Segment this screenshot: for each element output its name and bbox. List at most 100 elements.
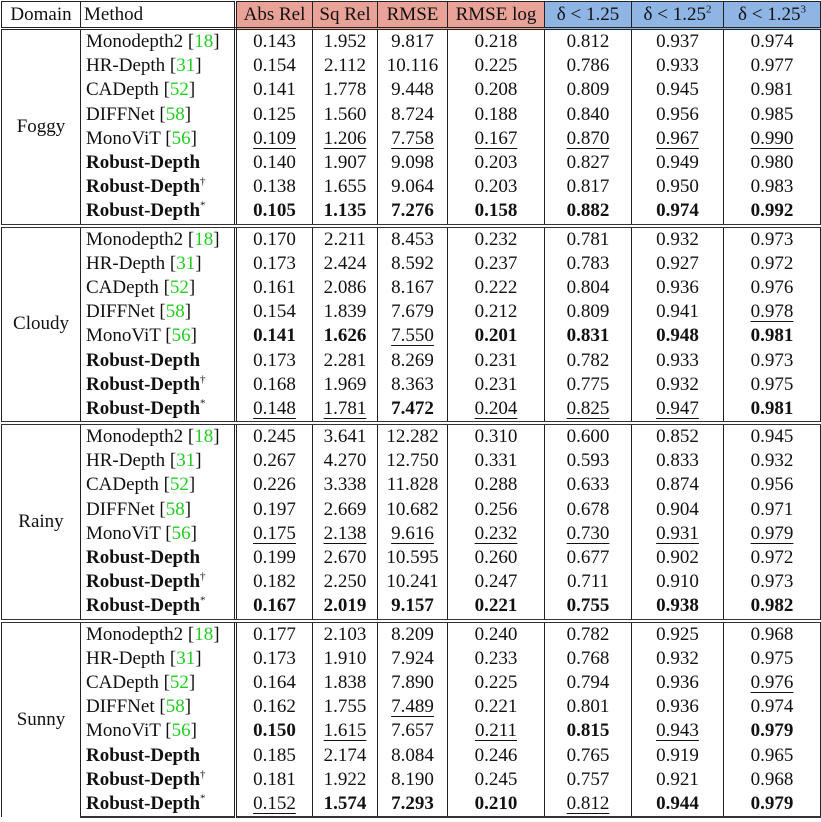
value-cell: 7.657 xyxy=(377,719,448,744)
value-cell: 0.170 xyxy=(235,223,313,252)
citation-link[interactable]: 56 xyxy=(171,127,191,149)
value-cell: 11.828 xyxy=(377,473,448,498)
citation-link[interactable]: 31 xyxy=(176,647,196,669)
method-variant-mark: * xyxy=(200,397,206,410)
method-name: HR-Depth xyxy=(86,450,166,472)
value-cell: 0.978 xyxy=(723,300,821,325)
value-cell: 0.981 xyxy=(723,78,821,103)
citation-link[interactable]: 58 xyxy=(165,301,185,323)
header-metric-label: Sq Rel xyxy=(319,3,371,25)
value-cell: 0.211 xyxy=(447,719,545,744)
citation-link[interactable]: 56 xyxy=(171,720,191,742)
citation-link[interactable]: 52 xyxy=(169,474,189,496)
value-cell: 7.472 xyxy=(377,396,448,423)
value-cell: 0.167 xyxy=(447,126,545,151)
value-cell: 0.965 xyxy=(723,743,821,768)
value-cell: 2.019 xyxy=(312,594,378,621)
value-cell: 0.979 xyxy=(723,521,821,546)
method-cell: Robust-Depth* xyxy=(80,594,237,621)
method-name: Robust-Depth xyxy=(86,571,201,593)
citation-link[interactable]: 31 xyxy=(176,55,196,77)
value-cell: 0.827 xyxy=(544,150,632,176)
metric-value: 0.181 xyxy=(253,768,296,790)
citation-link[interactable]: 31 xyxy=(176,450,196,472)
value-cell: 0.221 xyxy=(447,594,545,621)
value-cell: 0.218 xyxy=(447,28,545,55)
method-cell: Robust-Depth† xyxy=(80,570,237,595)
domain-cell: Sunny xyxy=(1,618,81,817)
header-metric-label: δ < 1.25 xyxy=(643,3,706,25)
citation-link[interactable]: 52 xyxy=(169,671,189,693)
metric-value: 1.969 xyxy=(323,373,367,395)
metric-value: 0.974 xyxy=(750,31,794,53)
citation-link[interactable]: 56 xyxy=(171,325,191,347)
value-cell: 0.246 xyxy=(447,743,545,768)
metric-value: 0.804 xyxy=(566,276,610,298)
metric-value: 7.924 xyxy=(391,647,434,669)
citation-link[interactable]: 58 xyxy=(165,103,185,125)
metric-value: 0.199 xyxy=(253,547,296,569)
citation-link[interactable]: 18 xyxy=(194,228,214,250)
citation-link[interactable]: 52 xyxy=(169,276,189,298)
citation-link[interactable]: 52 xyxy=(169,79,189,101)
value-cell: 0.197 xyxy=(235,497,313,522)
metric-value: 9.616 xyxy=(391,522,434,544)
citation-link[interactable]: 31 xyxy=(176,252,196,274)
citation-link[interactable]: 18 xyxy=(194,623,214,645)
value-cell: 0.921 xyxy=(631,767,724,792)
value-cell: 0.783 xyxy=(544,251,632,276)
metric-value: 0.246 xyxy=(474,744,518,766)
citation-link[interactable]: 56 xyxy=(171,522,191,544)
table-row: CADepth [52] 0.161 2.086 8.167 0.222 0.804 0.9… xyxy=(2,275,821,301)
value-cell: 0.992 xyxy=(723,199,821,226)
value-cell: 0.177 xyxy=(235,618,313,647)
header-metric: δ < 1.252 xyxy=(631,1,724,30)
value-cell: 9.098 xyxy=(377,150,448,176)
metric-value: 0.182 xyxy=(253,571,296,593)
metric-value: 0.973 xyxy=(750,228,794,250)
metric-value: 0.974 xyxy=(750,696,794,718)
value-cell: 0.870 xyxy=(544,126,632,151)
method-name: Monodepth2 xyxy=(86,426,184,448)
metric-value: 0.968 xyxy=(750,623,794,645)
header-metric-exponent: 2 xyxy=(705,3,712,16)
metric-value: 0.218 xyxy=(474,31,518,53)
metric-value: 0.152 xyxy=(253,792,296,814)
metric-value: 0.730 xyxy=(566,522,610,544)
value-cell: 0.168 xyxy=(235,372,313,397)
value-cell: 0.941 xyxy=(631,300,724,325)
table-row: Robust-Depth* 0.148 1.781 7.472 0.204 0.825 0.… xyxy=(2,396,821,423)
table-row: Robust-Depth† 0.181 1.922 8.190 0.245 0.757 0.… xyxy=(2,767,821,792)
metric-value: 1.206 xyxy=(323,127,367,149)
method-name: Robust-Depth xyxy=(86,349,201,371)
metric-value: 0.943 xyxy=(656,720,699,742)
value-cell: 0.973 xyxy=(723,223,821,252)
header-metric-label: δ < 1.25 xyxy=(738,3,801,25)
value-cell: 0.173 xyxy=(235,646,313,671)
method-name: MonoViT xyxy=(86,325,161,347)
value-cell: 0.782 xyxy=(544,618,632,647)
table-body: Foggy Monodepth2 [18] 0.143 1.952 9.817 0.218… xyxy=(1,28,821,819)
value-cell: 0.140 xyxy=(235,150,313,176)
method-name: CADepth xyxy=(86,276,159,298)
citation-link[interactable]: 58 xyxy=(165,696,185,718)
table-row: Robust-Depth 0.199 2.670 10.595 0.260 0.677 0.… xyxy=(2,545,821,571)
value-cell: 1.574 xyxy=(312,791,378,819)
value-cell: 0.972 xyxy=(723,545,821,571)
metric-value: 10.682 xyxy=(386,498,439,520)
metric-value: 1.839 xyxy=(323,301,367,323)
metric-value: 0.141 xyxy=(253,79,296,101)
metric-value: 7.550 xyxy=(391,325,434,347)
metric-value: 0.167 xyxy=(253,595,296,617)
citation-link[interactable]: 58 xyxy=(165,498,185,520)
metric-value: 0.331 xyxy=(474,450,518,472)
value-cell: 0.231 xyxy=(447,348,545,373)
metric-value: 8.269 xyxy=(391,349,434,371)
method-variant-mark: † xyxy=(200,768,206,781)
metric-value: 11.828 xyxy=(386,474,439,496)
header-metric-label: δ < 1.25 xyxy=(556,3,620,25)
metric-value: 7.293 xyxy=(391,792,434,814)
citation-link[interactable]: 18 xyxy=(194,426,214,448)
method-cell: Robust-Depth* xyxy=(80,791,237,819)
citation-link[interactable]: 18 xyxy=(194,31,214,53)
